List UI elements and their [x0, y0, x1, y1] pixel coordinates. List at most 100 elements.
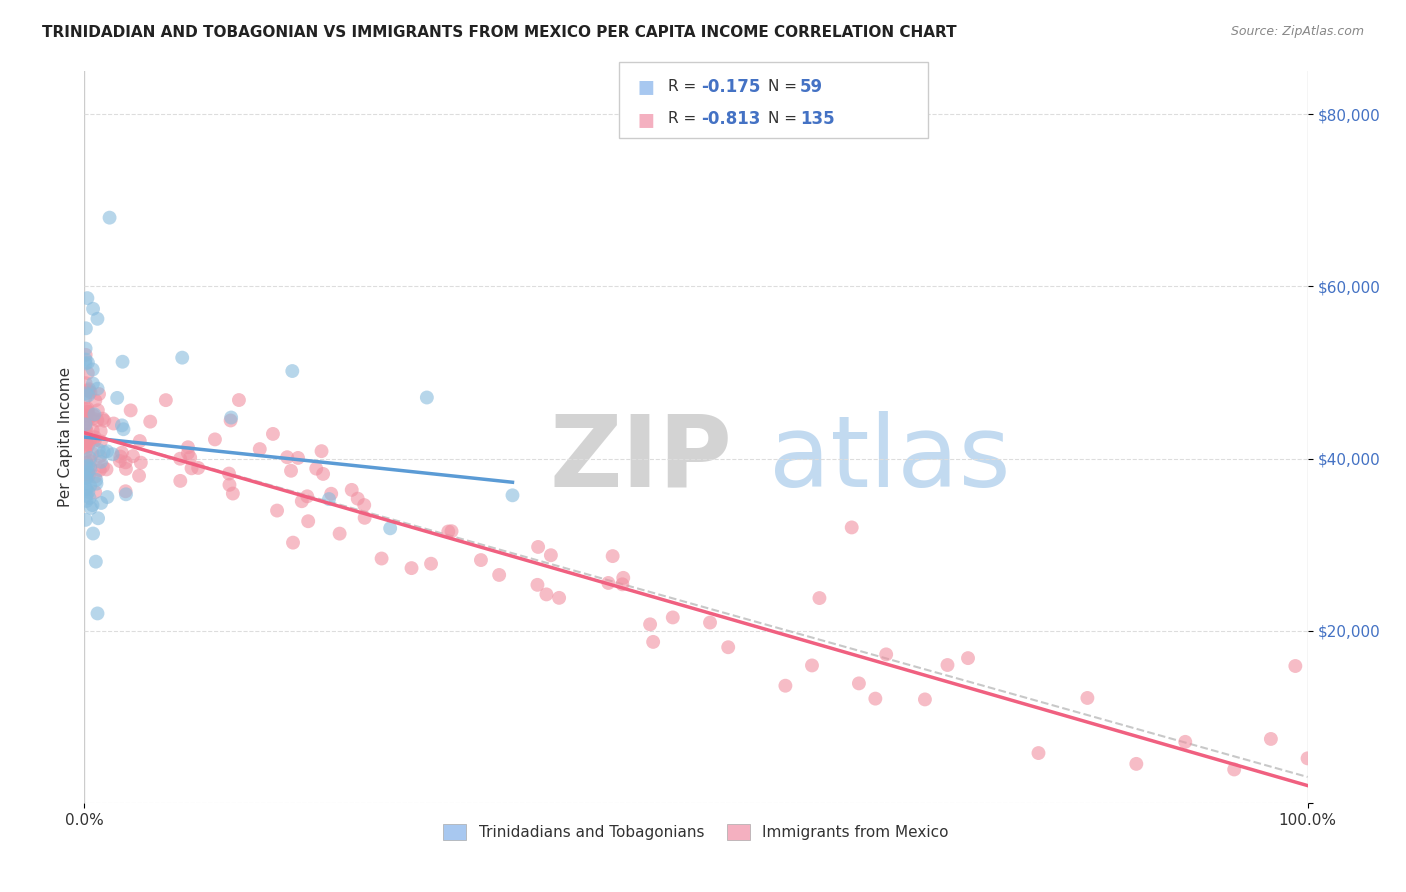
Point — [82, 408, 104, 422]
Point — [91, 411, 114, 425]
Point — [180, 461, 202, 475]
Point — [548, 591, 571, 605]
Point — [76, 401, 98, 416]
Point — [93, 414, 115, 428]
Point — [420, 557, 443, 571]
Point — [440, 524, 463, 539]
Point — [956, 651, 979, 665]
Point — [865, 691, 887, 706]
Point — [83, 434, 105, 448]
Point — [75, 421, 97, 435]
Point — [219, 413, 242, 427]
Point — [488, 568, 510, 582]
Point — [79, 479, 101, 493]
Text: -0.813: -0.813 — [702, 110, 761, 128]
Point — [103, 417, 125, 431]
Point — [1284, 659, 1306, 673]
Point — [75, 352, 97, 367]
Point — [598, 576, 620, 591]
Point — [77, 458, 100, 473]
Point — [77, 384, 100, 398]
Point — [775, 679, 797, 693]
Point — [875, 648, 897, 662]
Point — [112, 422, 135, 436]
Point — [82, 301, 104, 316]
Point — [75, 456, 97, 470]
Point — [76, 291, 98, 305]
Point — [82, 424, 104, 438]
Point — [502, 488, 524, 502]
Point — [79, 410, 101, 425]
Point — [75, 433, 97, 447]
Point — [380, 521, 402, 535]
Point — [169, 451, 191, 466]
Point — [172, 351, 194, 365]
Point — [717, 640, 740, 655]
Point — [77, 468, 100, 483]
Point — [110, 450, 132, 464]
Point — [75, 356, 97, 370]
Point — [77, 388, 100, 402]
Point — [115, 487, 138, 501]
Point — [76, 494, 98, 508]
Point — [75, 342, 97, 356]
Point — [79, 450, 101, 465]
Point — [470, 553, 492, 567]
Point — [86, 476, 108, 491]
Point — [75, 471, 97, 485]
Point — [75, 470, 97, 484]
Point — [84, 555, 107, 569]
Point — [266, 503, 288, 517]
Point — [1296, 751, 1319, 765]
Point — [936, 658, 959, 673]
Point — [249, 442, 271, 456]
Point — [228, 392, 250, 407]
Point — [169, 474, 191, 488]
Point — [82, 526, 104, 541]
Point — [602, 549, 624, 563]
Point — [540, 548, 562, 562]
Point — [83, 408, 105, 422]
Point — [1260, 731, 1282, 746]
Text: ZIP: ZIP — [550, 410, 733, 508]
Point — [77, 355, 100, 369]
Point — [114, 455, 136, 469]
Point — [128, 468, 150, 483]
Point — [75, 416, 97, 430]
Point — [75, 460, 97, 475]
Point — [340, 483, 363, 497]
Text: ▪: ▪ — [637, 72, 655, 101]
Point — [82, 447, 104, 461]
Point — [96, 444, 118, 458]
Point — [353, 498, 375, 512]
Point — [77, 405, 100, 419]
Point — [638, 617, 661, 632]
Point — [90, 424, 112, 438]
Point — [76, 424, 98, 438]
Point — [89, 450, 111, 464]
Point — [218, 467, 240, 481]
Point — [75, 376, 97, 391]
Point — [287, 450, 309, 465]
Point — [139, 415, 162, 429]
Point — [87, 511, 110, 525]
Point — [96, 462, 118, 476]
Point — [128, 434, 150, 448]
Point — [79, 491, 101, 505]
Text: N =: N = — [768, 112, 801, 126]
Point — [96, 490, 118, 504]
Point — [305, 461, 328, 475]
Point — [75, 417, 97, 432]
Point — [527, 540, 550, 554]
Point — [120, 403, 142, 417]
Text: atlas: atlas — [769, 410, 1011, 508]
Point — [155, 393, 177, 408]
Point — [111, 446, 134, 460]
Text: 59: 59 — [800, 78, 823, 95]
Point — [187, 461, 209, 475]
Point — [218, 478, 240, 492]
Point — [86, 607, 108, 621]
Text: R =: R = — [668, 112, 702, 126]
Point — [219, 410, 242, 425]
Point — [87, 443, 110, 458]
